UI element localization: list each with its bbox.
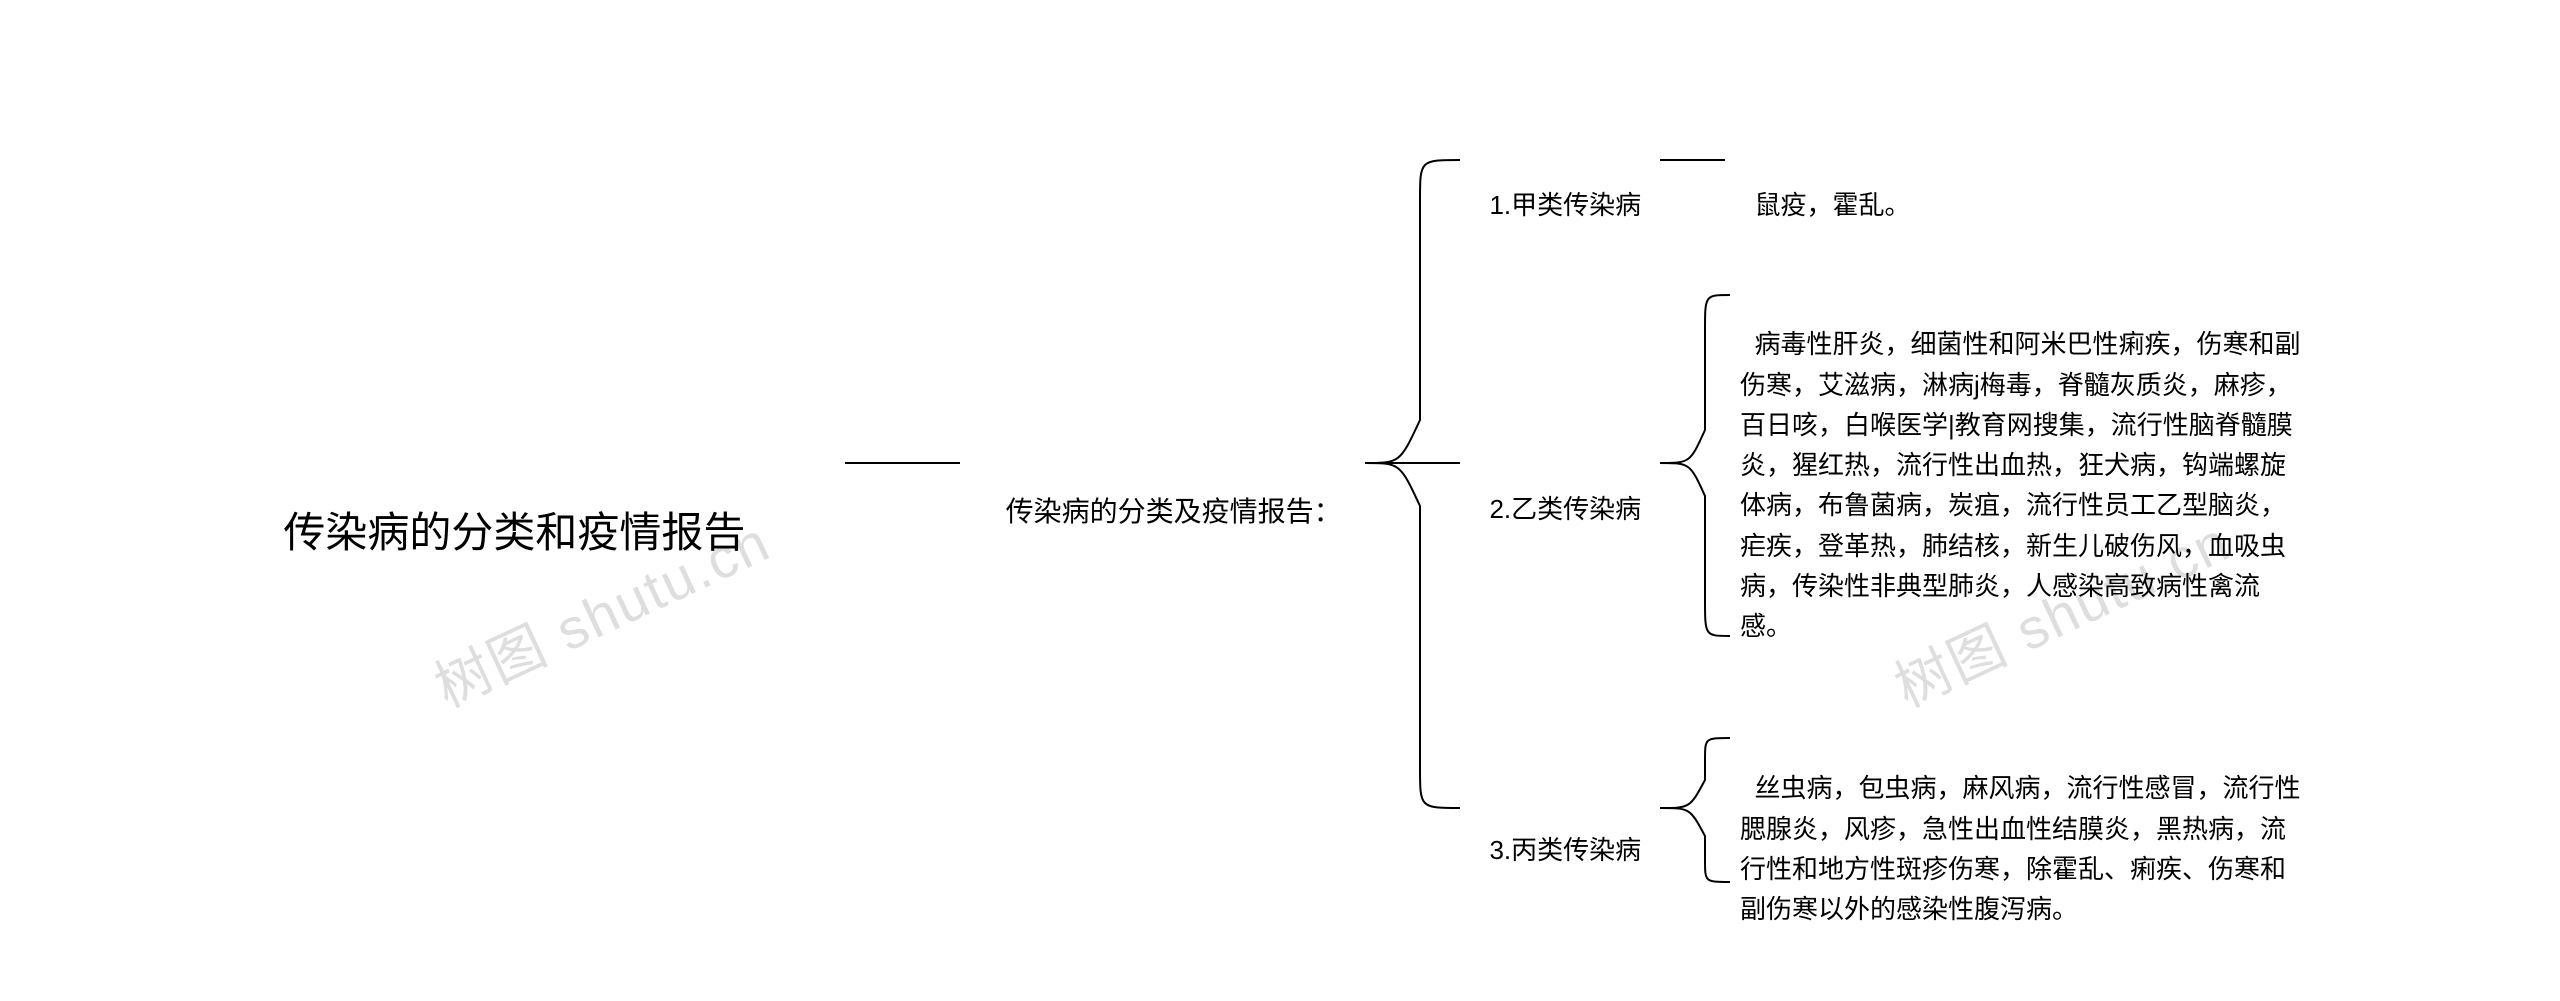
root-label: 传染病的分类和疫情报告 bbox=[283, 509, 745, 556]
node-label: 传染病的分类及疫情报告： bbox=[1006, 496, 1342, 527]
leaf-text: 鼠疫，霍乱。 bbox=[1754, 190, 1910, 220]
mindmap-node-category-a: 1.甲类传染病 bbox=[1475, 145, 1641, 226]
leaf-text: 丝虫病，包虫病，麻风病，流行性感冒，流行性腮腺炎，风疹，急性出血性结膜炎，黑热病… bbox=[1740, 773, 2300, 924]
mindmap-leaf-category-a-content: 鼠疫，霍乱。 bbox=[1740, 145, 1910, 226]
mindmap-leaf-category-b-content: 病毒性肝炎，细菌性和阿米巴性痢疾，伤寒和副伤寒，艾滋病，淋病j梅毒，脊髓灰质炎，… bbox=[1740, 284, 2310, 647]
mindmap-node-classification: 传染病的分类及疫情报告： bbox=[990, 447, 1342, 534]
mindmap-node-category-c: 3.丙类传染病 bbox=[1475, 790, 1641, 871]
mindmap-root: 传染病的分类和疫情报告 bbox=[260, 435, 745, 565]
node-label: 1.甲类传染病 bbox=[1489, 190, 1641, 220]
node-label: 3.丙类传染病 bbox=[1489, 835, 1641, 865]
mindmap-leaf-category-c-content: 丝虫病，包虫病，麻风病，流行性感冒，流行性腮腺炎，风疹，急性出血性结膜炎，黑热病… bbox=[1740, 728, 2310, 929]
mindmap-node-category-b: 2.乙类传染病 bbox=[1475, 449, 1641, 530]
node-label: 2.乙类传染病 bbox=[1489, 494, 1641, 524]
leaf-text: 病毒性肝炎，细菌性和阿米巴性痢疾，伤寒和副伤寒，艾滋病，淋病j梅毒，脊髓灰质炎，… bbox=[1740, 329, 2300, 641]
